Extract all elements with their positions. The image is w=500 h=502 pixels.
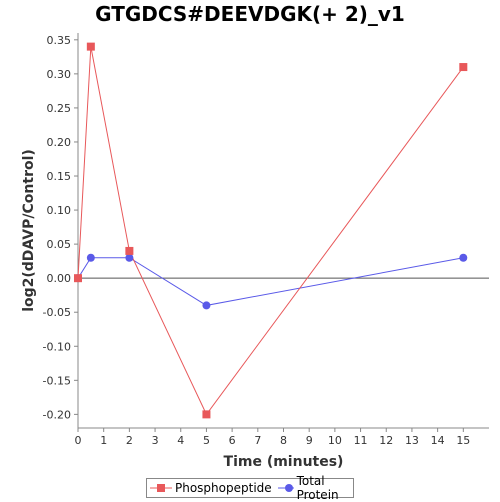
axes: 0.35 0.30 0.25 0.20 0.15 0.10 0.05 0.00 -0.05 -0.… xyxy=(43,33,489,447)
x-tick-label: 2 xyxy=(126,434,133,447)
y-tick-label: 0.00 xyxy=(47,272,72,285)
total-protein-point xyxy=(86,253,95,262)
y-axis-title: log2(dDAVP/Control) xyxy=(21,149,37,312)
legend-item-phosphopeptide: Phosphopeptide xyxy=(150,481,272,495)
x-tick-label: 0 xyxy=(75,434,82,447)
legend-label-phosphopeptide: Phosphopeptide xyxy=(175,481,272,495)
phosphopeptide-point xyxy=(74,274,82,283)
x-tick-label: 8 xyxy=(280,434,287,447)
total-protein-point xyxy=(202,301,211,310)
x-tick-label: 5 xyxy=(203,434,210,447)
x-tick-label: 13 xyxy=(405,434,419,447)
y-tick-label: 0.35 xyxy=(47,34,72,47)
x-tick-label: 4 xyxy=(177,434,184,447)
y-tick-label: -0.10 xyxy=(43,340,71,353)
x-tick-label: 11 xyxy=(354,434,368,447)
total-protein-point xyxy=(125,253,134,262)
chart-title: GTGDCS#DEEVDGK(+ 2)_v1 xyxy=(95,2,405,26)
total-protein-swatch-icon xyxy=(277,484,294,492)
x-tick-label: 3 xyxy=(152,434,159,447)
x-tick-label: 12 xyxy=(379,434,393,447)
y-tick-label: 0.05 xyxy=(47,238,72,251)
x-axis-title: Time (minutes) xyxy=(224,454,344,470)
series-group xyxy=(74,42,468,419)
x-tick-label: 9 xyxy=(306,434,313,447)
phosphopeptide-point xyxy=(202,410,211,419)
x-tick-label: 7 xyxy=(254,434,261,447)
legend: Phosphopeptide Total Protein xyxy=(146,474,354,502)
x-tick-label: 1 xyxy=(100,434,107,447)
y-tick-label: -0.15 xyxy=(43,374,71,387)
phosphopeptide-point xyxy=(86,42,95,51)
legend-item-total-protein: Total Protein xyxy=(277,474,350,502)
phosphopeptide-point xyxy=(459,63,468,72)
y-tick-label: 0.25 xyxy=(47,102,72,115)
y-tick-label: 0.15 xyxy=(47,170,72,183)
y-tick-label: -0.20 xyxy=(43,408,71,421)
y-tick-label: -0.05 xyxy=(43,306,71,319)
total-protein-point xyxy=(459,253,468,262)
y-tick-label: 0.20 xyxy=(47,136,72,149)
phosphopeptide-swatch-icon xyxy=(150,484,172,492)
y-tick-label: 0.30 xyxy=(47,68,72,81)
plot-area xyxy=(78,33,489,428)
x-tick-label: 10 xyxy=(328,434,342,447)
x-tick-label: 14 xyxy=(431,434,445,447)
y-tick-label: 0.10 xyxy=(47,204,72,217)
legend-label-total-protein: Total Protein xyxy=(296,474,339,502)
phosphopeptide-point xyxy=(125,246,134,255)
x-tick-label: 15 xyxy=(456,434,470,447)
x-tick-label: 6 xyxy=(229,434,236,447)
